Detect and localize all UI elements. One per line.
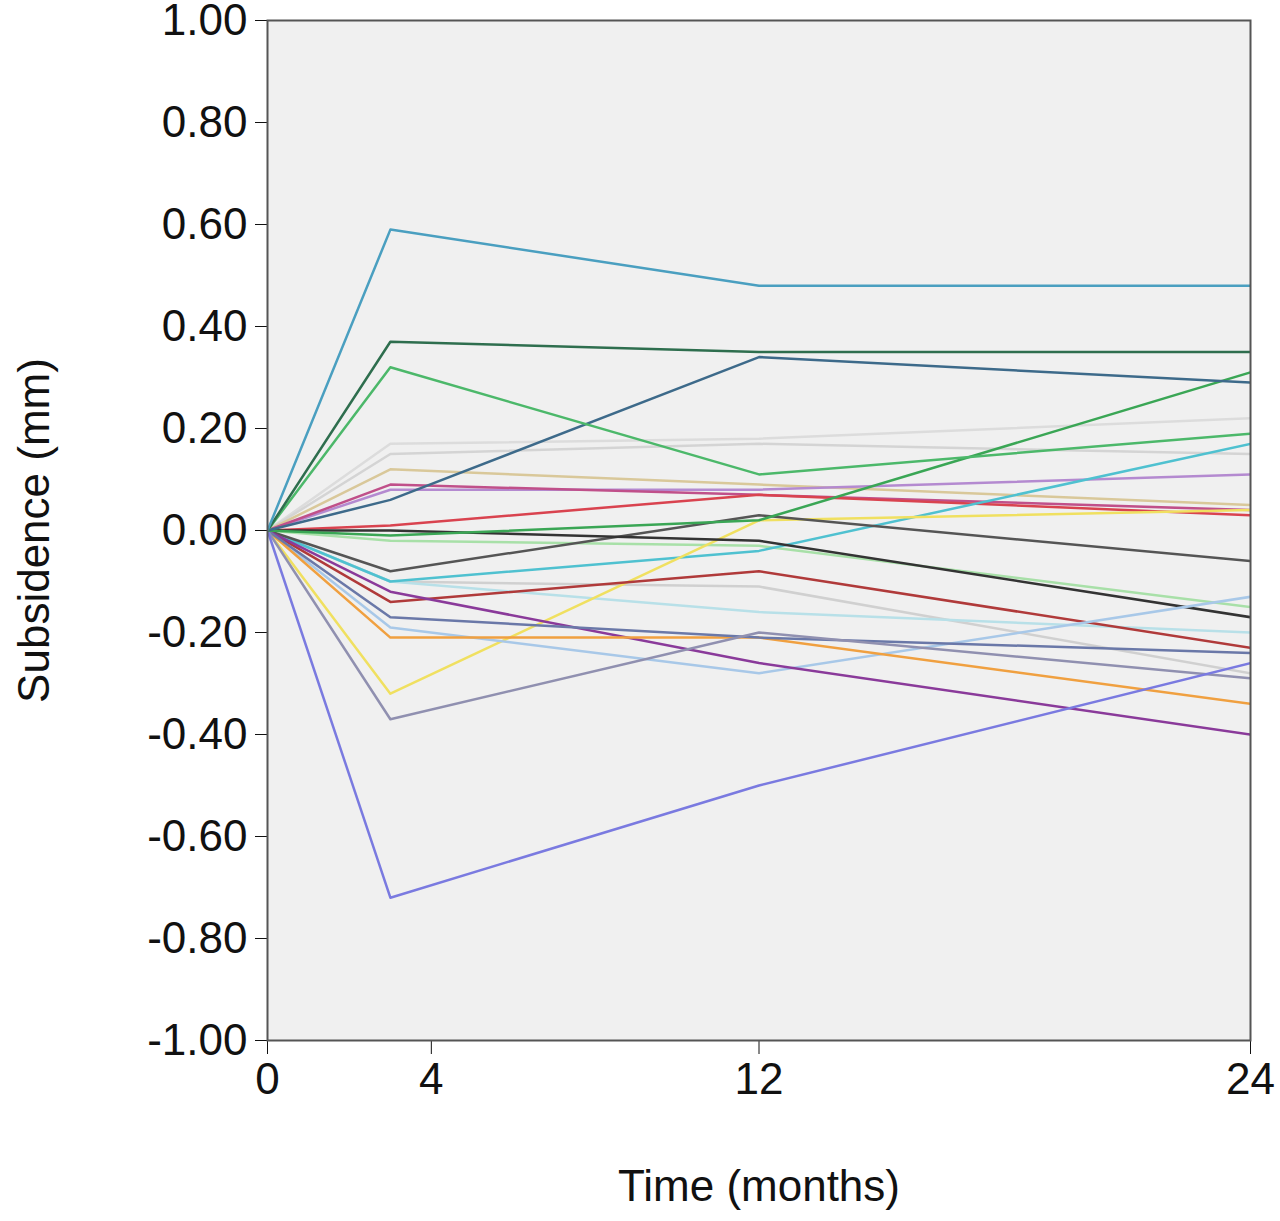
svg-text:-0.20: -0.20	[147, 607, 247, 656]
svg-text:0: 0	[255, 1054, 279, 1103]
svg-text:Subsidence (mm): Subsidence (mm)	[9, 358, 58, 703]
svg-text:12: 12	[735, 1054, 784, 1103]
svg-text:-0.60: -0.60	[147, 811, 247, 860]
svg-text:4: 4	[419, 1054, 443, 1103]
svg-text:0.40: 0.40	[162, 301, 248, 350]
svg-text:0.60: 0.60	[162, 199, 248, 248]
svg-text:0.80: 0.80	[162, 97, 248, 146]
svg-text:-0.40: -0.40	[147, 709, 247, 758]
svg-text:0.00: 0.00	[162, 505, 248, 554]
svg-text:-0.80: -0.80	[147, 913, 247, 962]
svg-text:-1.00: -1.00	[147, 1015, 247, 1064]
svg-text:1.00: 1.00	[162, 0, 248, 44]
svg-text:24: 24	[1226, 1054, 1275, 1103]
svg-text:Time (months): Time (months)	[618, 1161, 900, 1210]
svg-text:0.20: 0.20	[162, 403, 248, 452]
